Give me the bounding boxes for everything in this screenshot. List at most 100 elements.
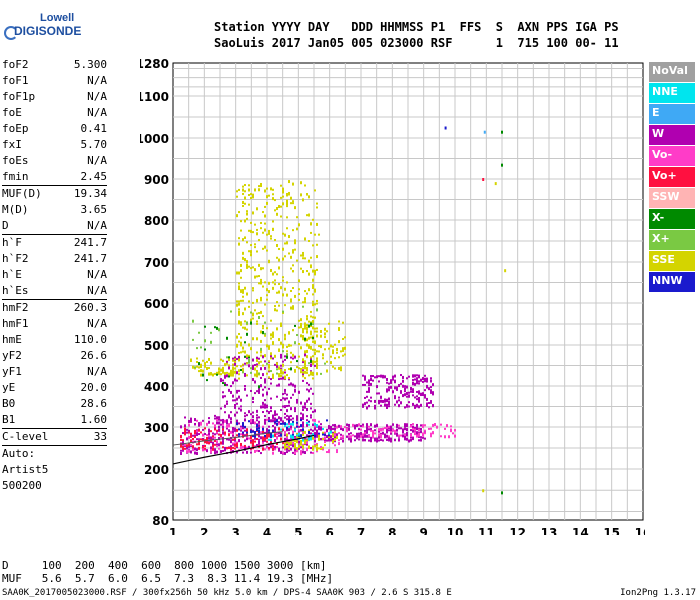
- echo-point: [238, 211, 240, 214]
- echo-point: [302, 329, 304, 332]
- echo-point: [264, 334, 266, 337]
- echo-point: [196, 419, 198, 422]
- echo-point: [368, 390, 370, 393]
- echo-point: [238, 271, 240, 275]
- echo-point: [422, 377, 424, 381]
- echo-point: [320, 446, 322, 449]
- param-value: 26.6: [80, 349, 108, 362]
- param-key: h`E: [2, 268, 22, 281]
- echo-point: [236, 303, 238, 307]
- echo-point: [246, 354, 248, 358]
- param-row: 500200: [2, 478, 107, 494]
- echo-point: [426, 386, 428, 389]
- echo-point: [276, 435, 278, 439]
- echo-point: [230, 440, 232, 444]
- echo-point: [238, 428, 240, 431]
- echo-point: [242, 312, 244, 316]
- echo-point: [332, 434, 334, 437]
- echo-point: [276, 368, 278, 371]
- echo-point: [256, 373, 258, 376]
- echo-point: [208, 436, 210, 440]
- echo-point: [310, 336, 312, 339]
- echo-point: [328, 438, 330, 442]
- echo-point: [432, 383, 434, 387]
- param-key: MUF(D): [2, 187, 42, 200]
- echo-point: [260, 227, 262, 230]
- echo-point: [304, 353, 306, 357]
- echo-point: [386, 406, 388, 410]
- echo-point: [204, 339, 206, 343]
- echo-point: [454, 434, 456, 438]
- echo-point: [412, 425, 414, 429]
- echo-point: [310, 402, 312, 405]
- echo-point: [304, 257, 306, 260]
- echo-point: [320, 372, 322, 375]
- echo-point: [408, 391, 410, 394]
- echo-point: [280, 433, 282, 437]
- echo-point: [278, 374, 280, 378]
- echo-point: [358, 423, 360, 427]
- echo-point: [386, 430, 388, 434]
- echo-point: [312, 372, 314, 376]
- echo-point: [240, 428, 242, 431]
- echo-point: [412, 379, 414, 382]
- echo-point: [302, 360, 304, 364]
- echo-point: [242, 431, 244, 434]
- echo-point: [260, 431, 262, 435]
- echo-point: [238, 242, 240, 246]
- param-value: N/A: [87, 268, 107, 281]
- echo-point: [250, 193, 252, 196]
- echo-point: [384, 433, 386, 437]
- echo-point: [270, 435, 272, 439]
- echo-point: [314, 364, 316, 367]
- echo-point: [244, 350, 246, 354]
- echo-point: [294, 294, 296, 298]
- echo-point: [254, 380, 256, 384]
- echo-point: [278, 427, 280, 431]
- echo-point: [240, 442, 242, 446]
- echo-point: [236, 411, 238, 414]
- echo-point: [246, 328, 248, 331]
- echo-point: [188, 431, 190, 434]
- echo-point: [290, 415, 292, 418]
- echo-point: [268, 387, 270, 390]
- echo-point: [504, 269, 507, 273]
- echo-point: [264, 399, 266, 402]
- echo-point: [242, 445, 244, 449]
- echo-point: [306, 292, 308, 295]
- echo-point: [294, 241, 296, 245]
- echo-point: [376, 437, 378, 441]
- param-value: 0.41: [80, 122, 108, 135]
- echo-point: [256, 228, 258, 231]
- echo-point: [256, 365, 258, 368]
- echo-point: [360, 425, 362, 428]
- echo-point: [276, 327, 278, 331]
- echo-point: [278, 447, 280, 451]
- echo-point: [326, 451, 328, 454]
- param-key: D: [2, 219, 9, 232]
- echo-point: [340, 350, 342, 353]
- echo-point: [342, 354, 344, 357]
- echo-point: [288, 428, 290, 432]
- echo-point: [292, 202, 294, 205]
- echo-point: [262, 231, 264, 234]
- echo-point: [234, 404, 236, 407]
- echo-point: [218, 443, 220, 447]
- echo-point: [370, 436, 372, 440]
- echo-point: [238, 389, 240, 392]
- echo-point: [388, 436, 390, 439]
- echo-point: [294, 439, 296, 443]
- echo-point: [342, 337, 344, 340]
- echo-point: [190, 439, 192, 443]
- echo-point: [262, 393, 264, 397]
- echo-point: [398, 439, 400, 442]
- echo-point: [284, 377, 286, 380]
- echo-point: [254, 440, 256, 443]
- echo-point: [266, 249, 268, 252]
- echo-point: [318, 345, 320, 348]
- echo-point: [262, 327, 264, 330]
- echo-point: [208, 435, 210, 438]
- echo-point: [412, 388, 414, 391]
- echo-point: [284, 333, 286, 337]
- echo-point: [384, 427, 386, 430]
